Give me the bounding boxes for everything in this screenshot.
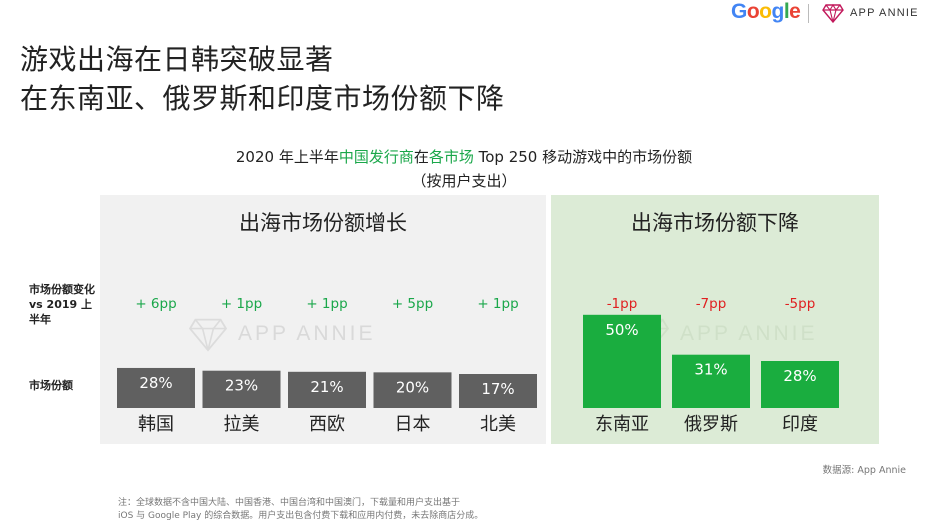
category-label: 东南亚 [595,414,649,435]
bar-value-label: 28% [139,374,172,392]
google-logo-text: Google [731,0,801,23]
app-annie-logo: APP ANNIE [822,3,919,23]
bar-value-label: 28% [783,367,816,385]
chart-subtitle: （按用户支出） [411,172,517,190]
category-label: 韩国 [138,414,174,435]
watermark-diamond-icon [188,318,228,352]
data-source: 数据源: App Annie [822,465,906,476]
google-logo: Google [731,0,801,24]
change-label: -7pp [696,296,727,312]
row-label-share: 市场份额 [29,379,73,392]
logo-divider [808,4,809,23]
chart-title: 2020 年上半年中国发行商在各市场 Top 250 移动游戏中的市场份额 [0,146,928,167]
chart-title-highlight: 各市场 [428,148,474,166]
change-label: + 5pp [392,296,433,312]
page-title-line-2: 在东南亚、俄罗斯和印度市场份额下降 [20,82,505,115]
category-label: 俄罗斯 [684,414,738,435]
chart-title-part: 在 [413,148,429,166]
change-label: + 1pp [477,296,518,312]
row-label-change: 市场份额变化 vs 2019 上半年 [29,283,95,326]
bar-value-label: 31% [694,361,727,379]
growth-panel-title: 出海市场份额增长 [239,211,407,235]
bar [583,314,661,408]
bar [373,372,452,408]
decline-panel-title: 出海市场份额下降 [631,211,799,235]
footnote-line-1: 注：全球数据不含中国大陆、中国香港、中国台湾和中国澳门，下载量和用户支出基于 [118,498,461,508]
category-label: 拉美 [224,414,260,435]
bar [761,361,839,408]
watermark: APP ANNIE [188,316,376,352]
change-label: + 6pp [135,296,176,312]
change-label: -5pp [785,296,816,312]
category-label: 北美 [480,414,516,435]
bar-value-label: 21% [310,378,343,396]
footnote-line-2: iOS 与 Google Play 的综合数据。用户支出包含付费下载和应用内付费… [118,511,484,521]
bar [672,354,750,408]
bar-value-label: 50% [605,321,638,339]
category-label: 西欧 [309,414,345,435]
chart-title-part: Top 250 移动游戏中的市场份额 [473,148,693,166]
page-title-line-1: 游戏出海在日韩突破显著 [20,43,334,76]
chart-title-highlight: 中国发行商 [338,148,414,166]
app-annie-logo-text: APP ANNIE [850,7,919,19]
bar-value-label: 20% [396,378,429,396]
change-label: -1pp [607,296,638,312]
diamond-logo-icon [822,3,844,23]
change-label: + 1pp [306,296,347,312]
bar [202,370,281,408]
bar-value-label: 17% [481,380,514,398]
category-label: 日本 [395,414,431,435]
change-label: + 1pp [221,296,262,312]
watermark-text: APP ANNIE [238,322,376,345]
category-label: 印度 [782,414,818,435]
bar [117,367,195,408]
bar-value-label: 23% [225,377,258,395]
bar [288,371,366,408]
chart-title-part: 2020 年上半年 [235,148,339,166]
bar [459,374,537,408]
watermark-text: APP ANNIE [680,322,818,345]
